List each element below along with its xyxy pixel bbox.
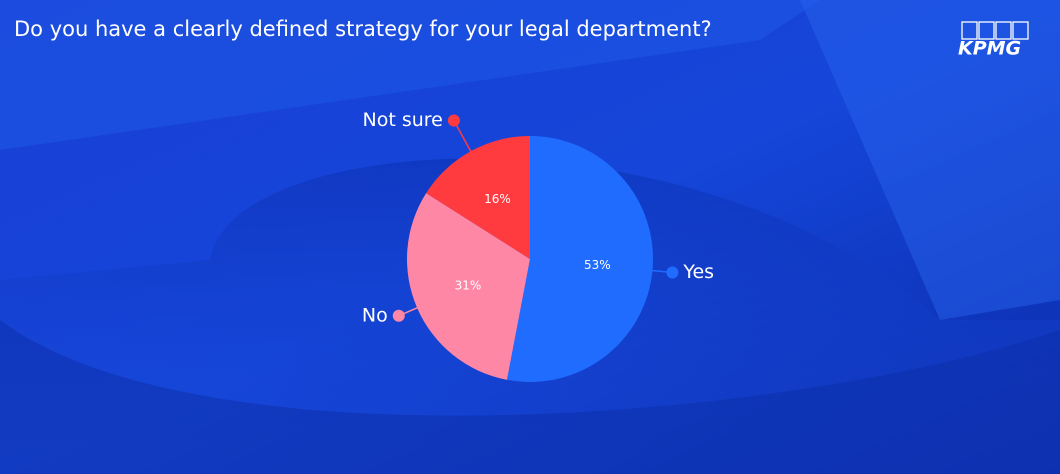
- logo-box: [978, 21, 995, 40]
- logo: KPMG: [958, 21, 1029, 60]
- bg-shape: [0, 320, 1060, 474]
- legend-dot: [447, 114, 460, 127]
- logo-box: [961, 21, 978, 40]
- value-label: 16%: [484, 192, 511, 206]
- logo-text: KPMG: [958, 38, 1021, 60]
- category-label: No: [362, 304, 388, 326]
- value-label: 53%: [584, 258, 611, 272]
- bg-shape: [0, 0, 820, 150]
- value-label: 31%: [455, 278, 482, 292]
- pie-slice: [407, 193, 530, 380]
- logo-box: [995, 21, 1012, 40]
- pie-slice: [506, 136, 653, 382]
- logo-box: [1012, 21, 1029, 40]
- legend-dot: [666, 266, 679, 279]
- legend-dot: [392, 309, 405, 322]
- leader-line: [453, 120, 473, 154]
- category-label: Not sure: [363, 109, 443, 131]
- category-label: Yes: [682, 261, 714, 283]
- bg-shape: [800, 0, 1060, 320]
- pie-slice: [426, 136, 530, 259]
- chart-title: Do you have a clearly defined strategy f…: [14, 17, 712, 41]
